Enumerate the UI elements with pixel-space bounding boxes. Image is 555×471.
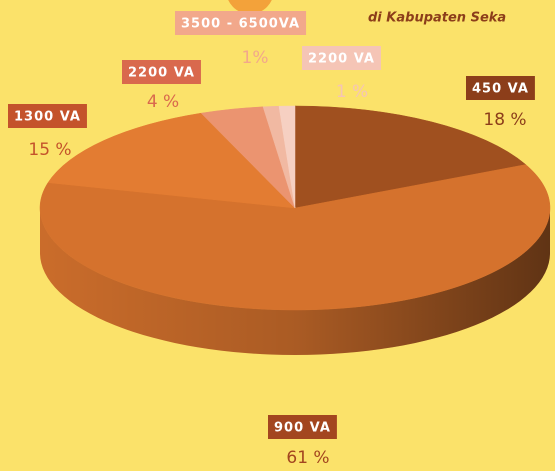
category-label: 3500 - 6500VA [181,17,300,32]
category-box [302,46,381,70]
value-label: 1 % [336,82,368,102]
category-box [122,60,201,84]
pie [39,105,551,355]
category-label: 900 VA [274,421,331,436]
sun-icon [228,0,272,14]
slice [47,112,296,209]
category-box [268,415,337,439]
value-label: 4 % [147,92,179,112]
slice [278,105,296,209]
category-label: 1300 VA [14,110,81,125]
category-label: 450 VA [472,82,529,97]
category-box [175,11,307,35]
value-label: 15 % [28,140,71,160]
subtitle: di Kabupaten Seka [368,11,506,26]
value-label: 1% [242,48,269,68]
slice [294,105,527,209]
side-shade [40,208,550,355]
category-box [8,104,87,128]
value-label: 61 % [286,448,329,467]
value-label: 18 % [483,110,526,130]
category-label: 2200 VA [308,52,375,67]
labels: 450 VA 18 % 900 VA 61 % 1300 VA 15 % 2200 VA 4 … [8,11,535,468]
category-box [466,76,535,100]
slice [39,164,551,311]
category-label: 2200 VA [128,66,195,81]
